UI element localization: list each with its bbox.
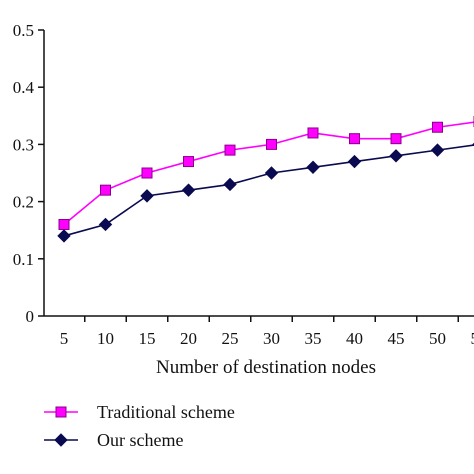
- data-point: [266, 138, 277, 150]
- legend-label: Traditional scheme: [97, 402, 235, 422]
- x-tick-label: 10: [97, 329, 114, 348]
- data-point: [349, 133, 360, 145]
- x-tick-label: 25: [222, 329, 239, 348]
- y-tick-label: 0.4: [13, 78, 35, 97]
- x-tick-label: 20: [180, 329, 197, 348]
- data-point: [141, 167, 153, 179]
- legend-marker: [55, 406, 67, 418]
- y-tick-label: 0.1: [13, 250, 34, 269]
- data-point: [140, 189, 154, 203]
- series-line: [63, 144, 474, 237]
- data-point: [100, 184, 111, 196]
- x-axis-label: Number of destination nodes: [156, 357, 376, 378]
- data-point: [223, 177, 237, 192]
- y-tick-label: 0.3: [13, 135, 34, 154]
- data-point: [307, 127, 319, 139]
- data-point: [306, 160, 320, 174]
- y-tick-label: 0.2: [13, 193, 34, 212]
- data-point: [264, 166, 279, 180]
- series-layer: [57, 116, 474, 243]
- x-tick-label: 55: [471, 329, 474, 348]
- data-point: [183, 156, 194, 168]
- data-point: [432, 121, 443, 133]
- legend-entry: Our scheme: [44, 430, 183, 450]
- data-point: [224, 144, 236, 156]
- data-point: [430, 143, 445, 157]
- data-point: [98, 217, 113, 232]
- data-point: [390, 133, 402, 145]
- x-tick-label: 15: [139, 329, 156, 348]
- data-point: [58, 218, 70, 230]
- data-point: [389, 149, 403, 163]
- legend-marker: [54, 433, 68, 447]
- data-point: [347, 154, 362, 169]
- x-tick-label: 40: [346, 329, 363, 348]
- y-tick-label: 0: [26, 307, 35, 326]
- x-tick-label: 35: [305, 329, 322, 348]
- legend-label: Our scheme: [97, 430, 183, 450]
- axes: [43, 30, 474, 317]
- ticks: 0 0.1 0.2 0.3 0.4 0.5 5 10 15 20 25 30 35 40 45 50 55: [13, 21, 474, 348]
- x-tick-label: 50: [429, 329, 446, 348]
- series-traditional-scheme: [58, 116, 474, 230]
- series-our-scheme: [57, 142, 474, 243]
- legend: Traditional scheme Our scheme: [44, 402, 235, 450]
- data-point: [181, 183, 196, 197]
- y-tick-label: 0.5: [13, 21, 34, 40]
- legend-entry: Traditional scheme: [44, 402, 235, 422]
- data-point: [57, 229, 71, 243]
- x-tick-label: 5: [60, 329, 69, 348]
- x-tick-label: 30: [263, 329, 280, 348]
- x-tick-label: 45: [388, 329, 405, 348]
